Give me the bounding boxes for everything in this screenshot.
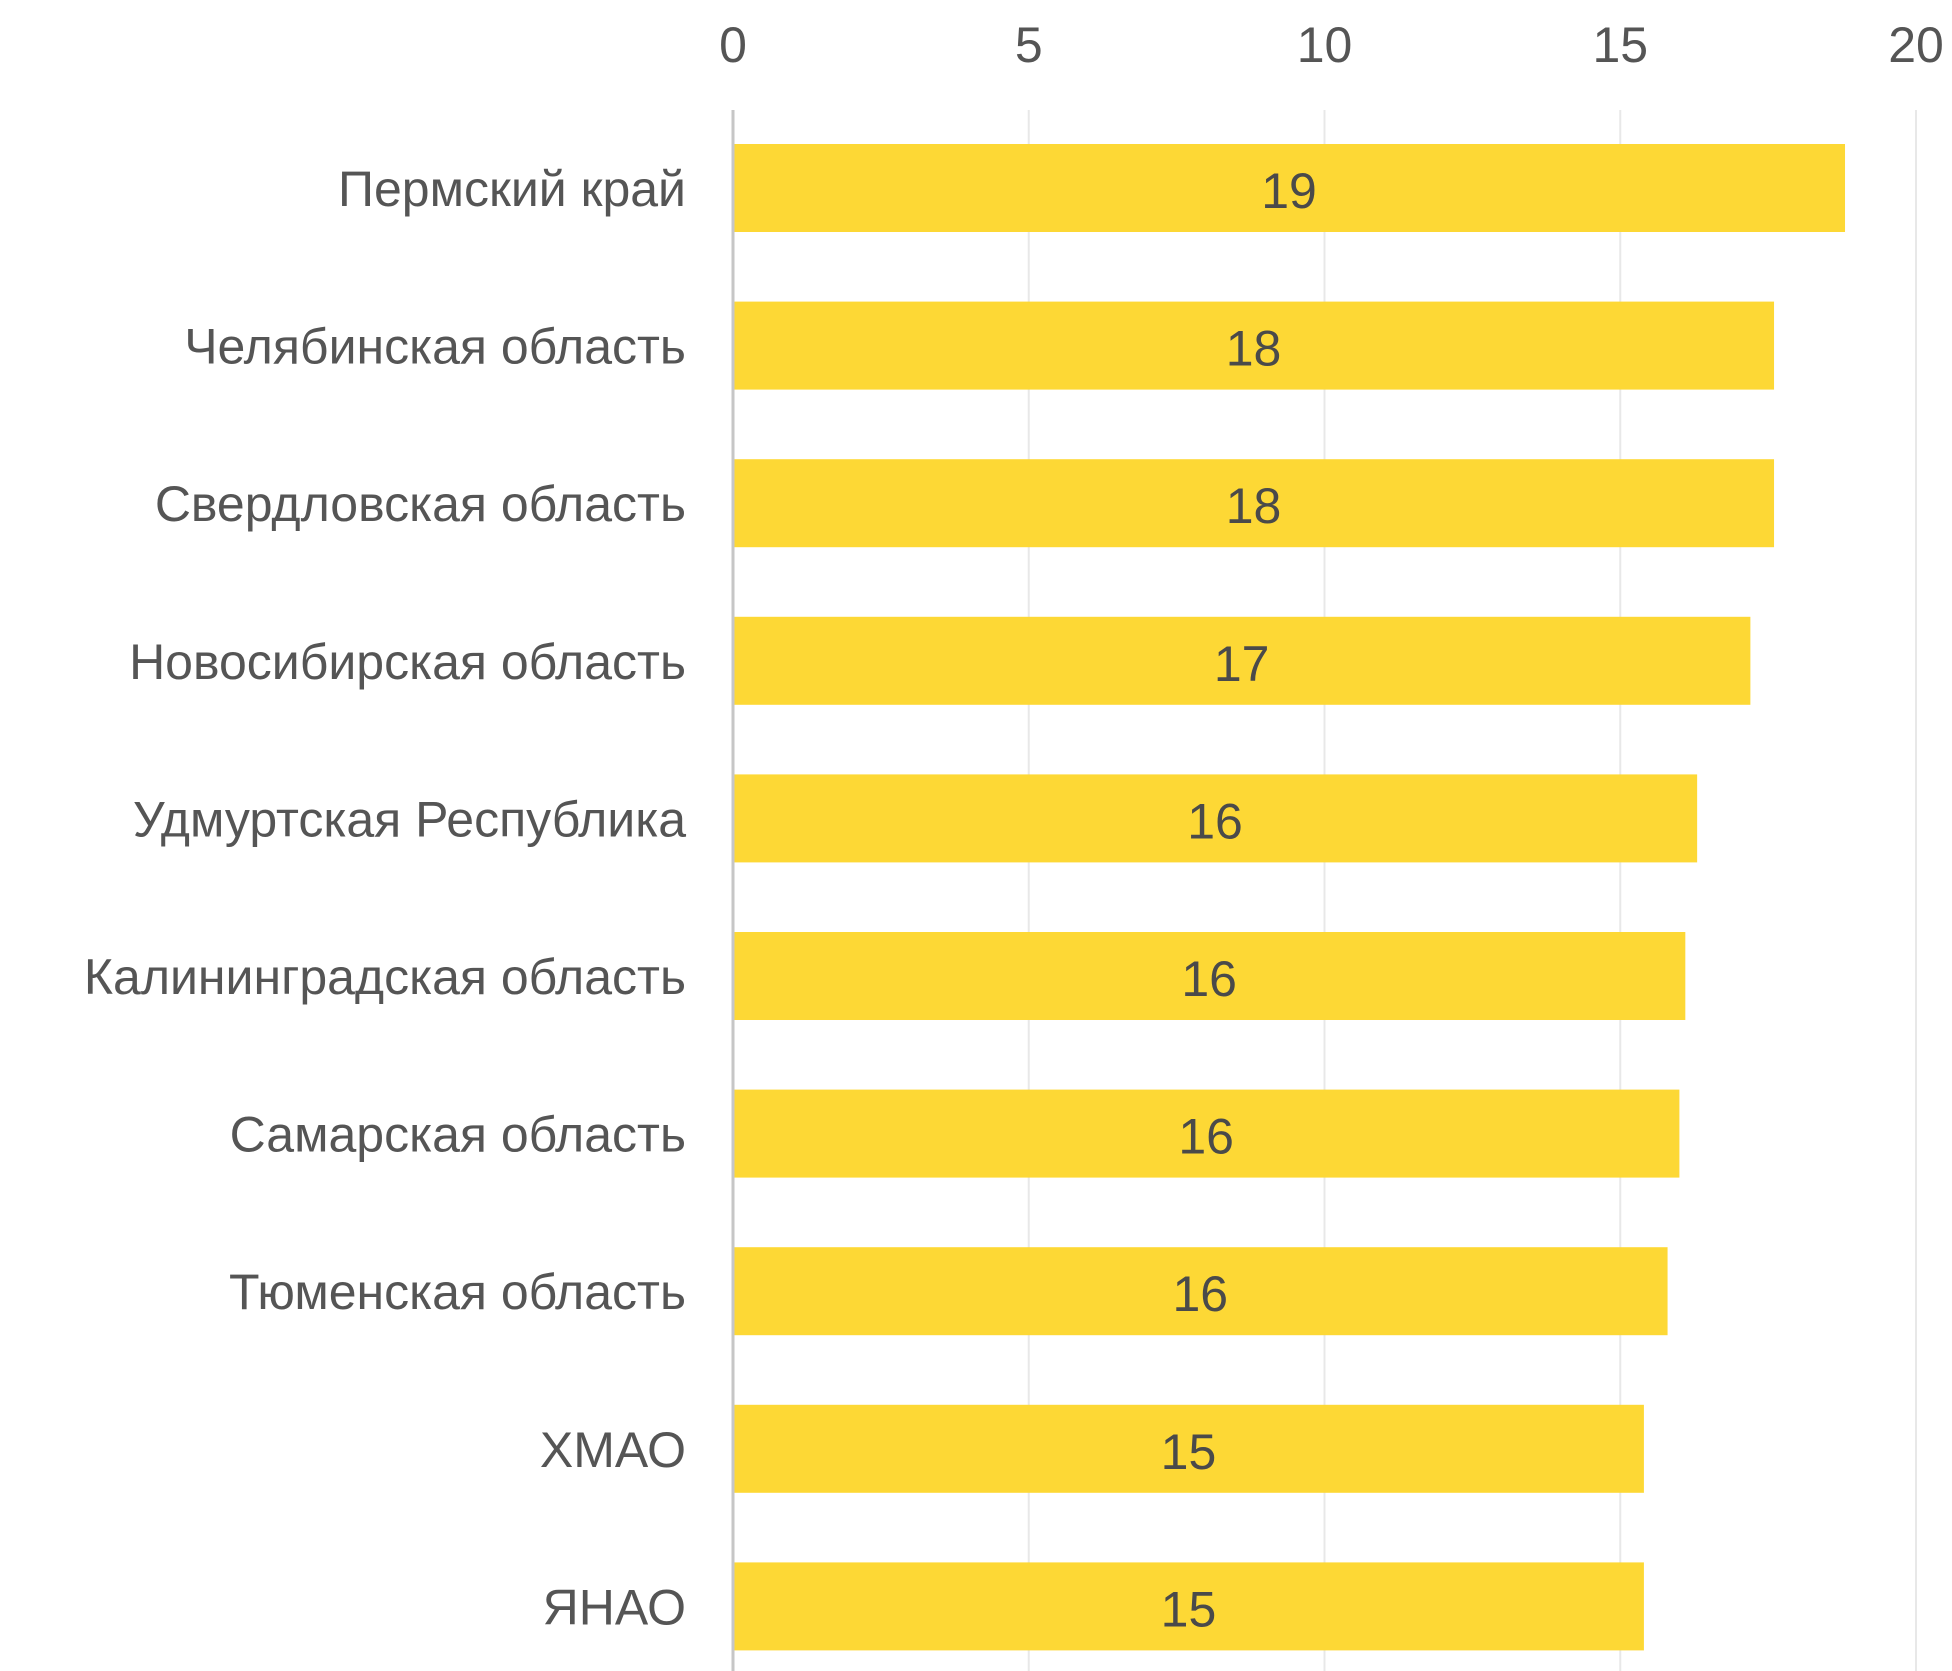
bar-2 — [733, 301, 1775, 390]
bar-9 — [733, 1404, 1644, 1493]
bar-5 — [733, 774, 1698, 863]
data-label-1: 19 — [1261, 163, 1317, 219]
category-label-2: Челябинская область — [184, 319, 686, 375]
data-label-6: 16 — [1181, 951, 1237, 1007]
data-label-7: 16 — [1178, 1109, 1234, 1165]
category-label-8: Тюменская область — [229, 1264, 686, 1320]
category-label-10: ЯНАО — [543, 1579, 686, 1635]
category-label-5: Удмуртская Республика — [133, 791, 686, 847]
x-tick-label-0: 0 — [719, 17, 747, 73]
x-tick-label-10: 10 — [1297, 17, 1353, 73]
data-label-3: 18 — [1226, 478, 1282, 534]
data-label-2: 18 — [1226, 321, 1282, 377]
category-label-1: Пермский край — [338, 161, 686, 217]
bar-3 — [733, 459, 1775, 548]
bar-1 — [733, 144, 1846, 232]
bar-8 — [733, 1247, 1668, 1336]
x-tick-label-15: 15 — [1592, 17, 1648, 73]
category-label-9: ХМАО — [540, 1422, 686, 1478]
category-label-4: Новосибирская область — [129, 634, 686, 690]
labels: 0 5 10 15 20 Пермский край 19 Челябинская облас… — [84, 17, 1944, 1637]
bar-10 — [733, 1562, 1644, 1651]
bar-6 — [733, 932, 1686, 1020]
bar-4 — [733, 616, 1751, 705]
x-tick-label-20: 20 — [1888, 17, 1944, 73]
data-label-8: 16 — [1172, 1266, 1228, 1322]
bars — [733, 144, 1846, 1651]
category-label-6: Калининградская область — [84, 949, 686, 1005]
category-label-3: Свердловская область — [155, 476, 686, 532]
x-tick-label-5: 5 — [1015, 17, 1043, 73]
data-label-9: 15 — [1161, 1424, 1217, 1480]
category-label-7: Самарская область — [230, 1107, 686, 1163]
data-label-4: 17 — [1214, 636, 1270, 692]
bar-7 — [733, 1089, 1680, 1178]
data-label-5: 16 — [1187, 793, 1243, 849]
data-label-10: 15 — [1161, 1581, 1217, 1637]
